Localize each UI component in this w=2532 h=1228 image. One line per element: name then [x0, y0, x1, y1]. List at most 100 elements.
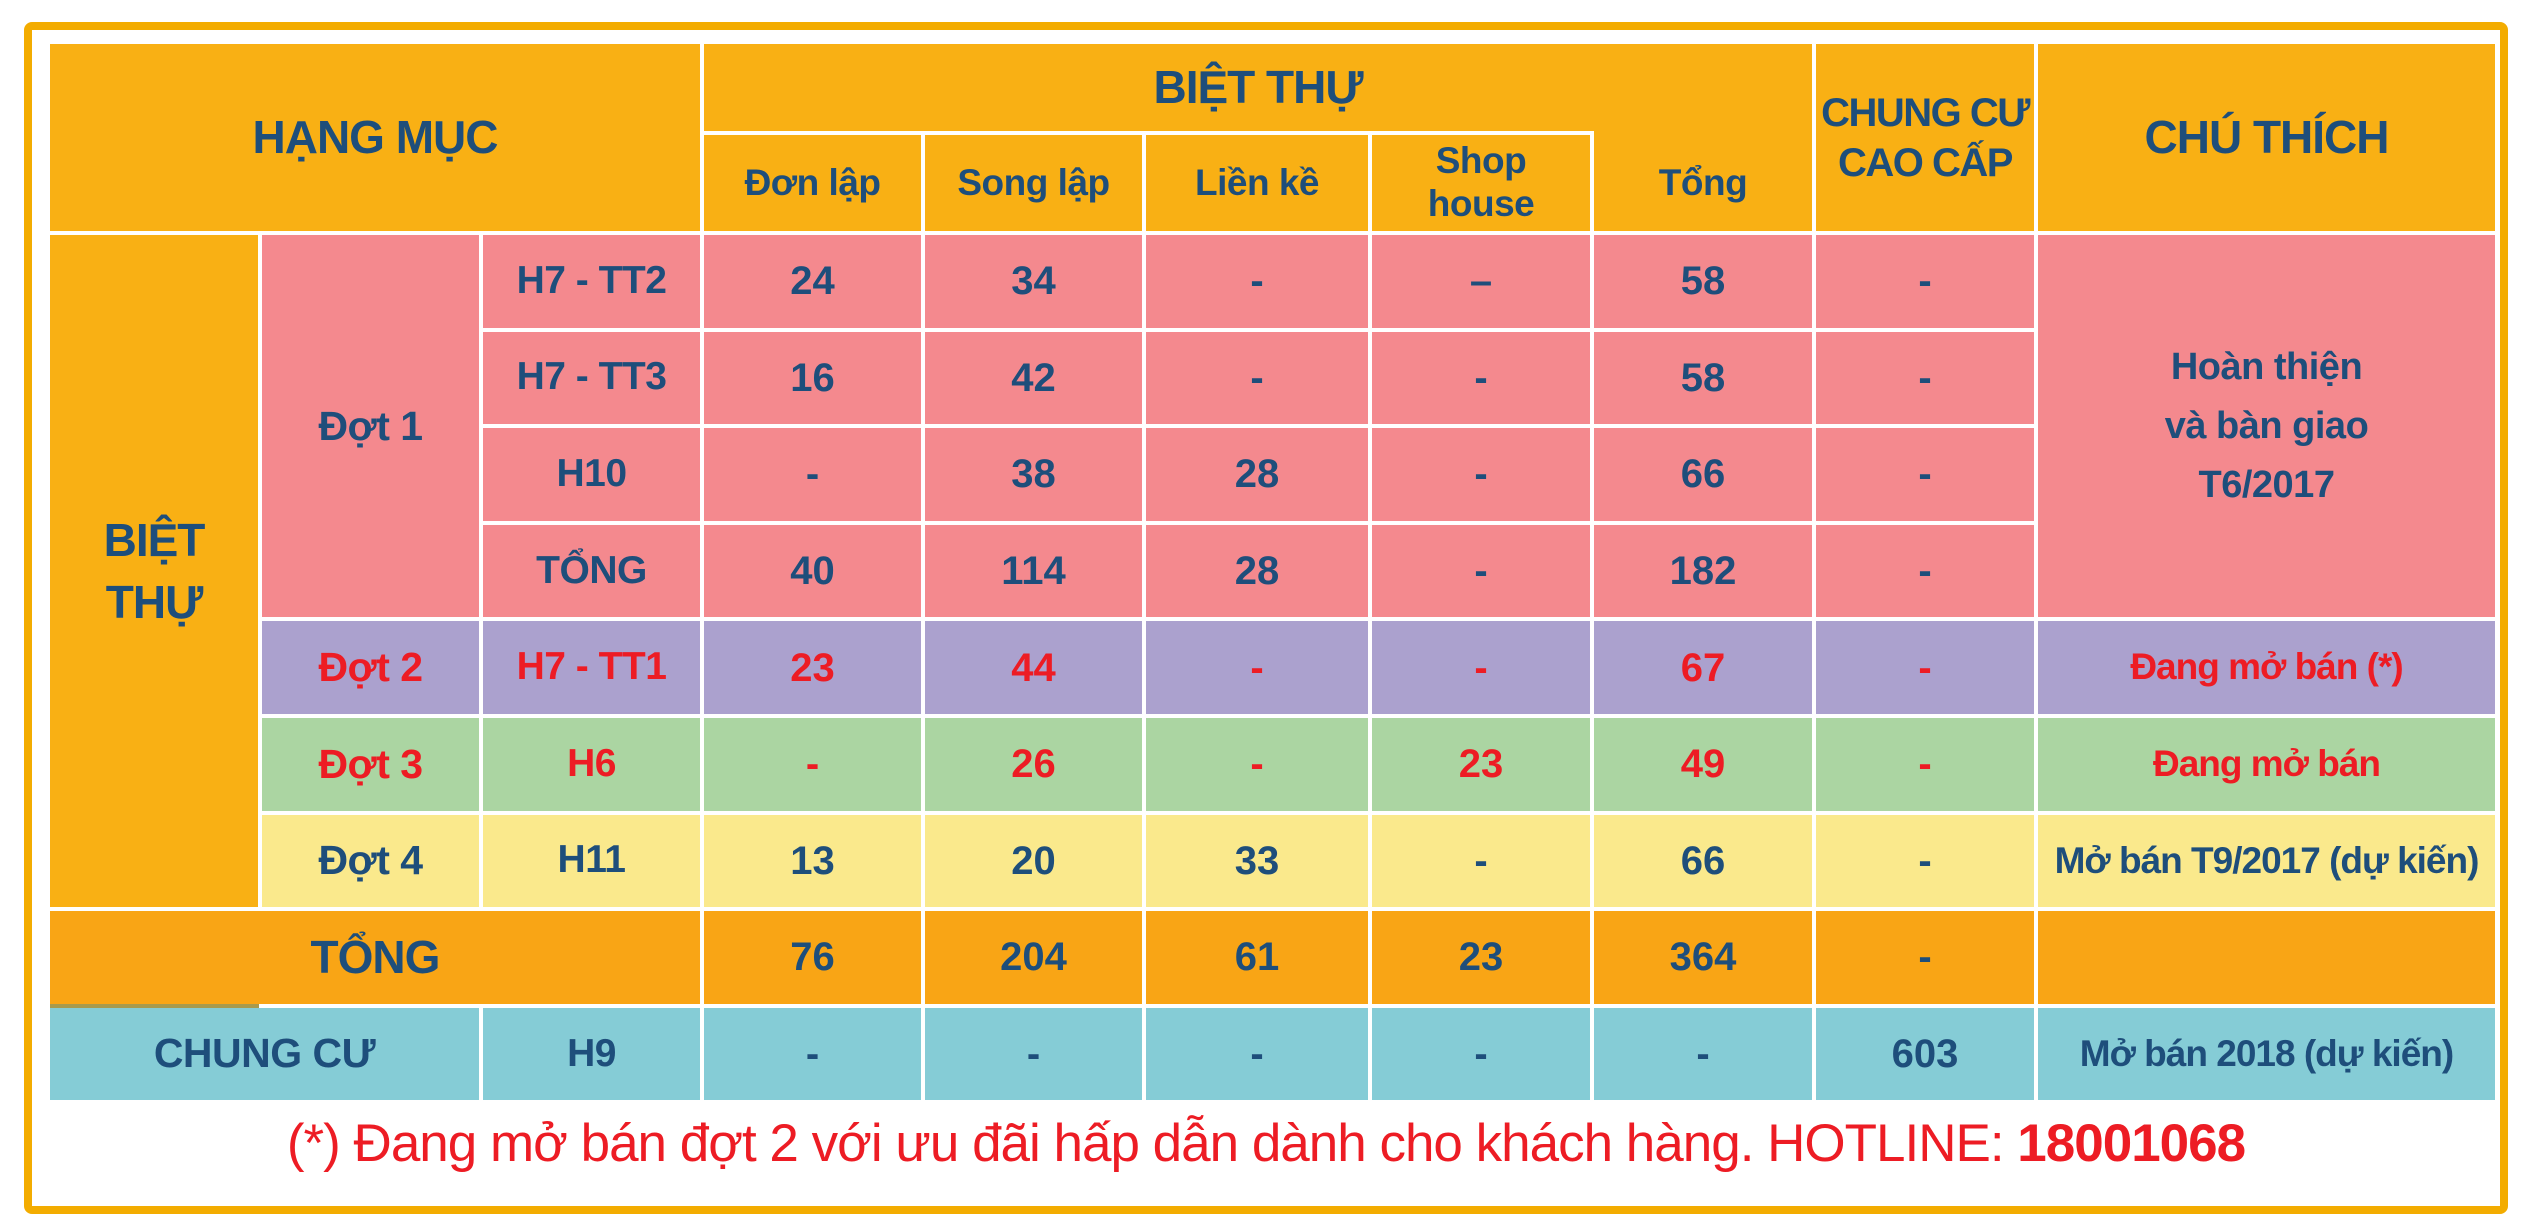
- cell-grand-lien-ke: 61: [1146, 911, 1368, 1004]
- footnote: (*) Đang mở bán đợt 2 với ưu đãi hấp dẫn…: [0, 1113, 2532, 1174]
- cell-dot3-song-lap: 26: [925, 717, 1142, 811]
- availability-table: HẠNG MỤC BIỆT THỰ CHUNG CƯ CAO CẤP CHÚ T…: [50, 44, 2495, 1101]
- cell-chung-cu-tong: -: [1594, 1007, 1812, 1101]
- footnote-hotline-number: 18001068: [2017, 1114, 2246, 1173]
- cell-dot3-don-lap: -: [704, 717, 921, 811]
- cell-h7tt2-shop-house: –: [1372, 235, 1590, 328]
- header-chung-cu-line2: CAO CẤP: [1838, 140, 2013, 185]
- note-dot1-line1: Hoàn thiện: [2170, 345, 2363, 388]
- cell-dot4-song-lap: 20: [925, 814, 1142, 908]
- cell-h10-chung-cu: -: [1816, 428, 2034, 521]
- header-hang-muc: HẠNG MỤC: [50, 44, 700, 231]
- cell-h7tt2-item: H7 - TT2: [483, 235, 700, 328]
- cell-grand-chung-cu: -: [1816, 911, 2034, 1004]
- cell-chung-cu-lien-ke: -: [1146, 1007, 1368, 1101]
- cell-grand-don-lap: 76: [704, 911, 921, 1004]
- cell-h7tt3-shop-house: -: [1372, 331, 1590, 425]
- cell-dot3-item: H6: [483, 717, 700, 811]
- cell-h7tt3-tong: 58: [1594, 331, 1812, 425]
- cell-dot2-item: H7 - TT1: [483, 621, 700, 714]
- cell-h7tt3-chung-cu: -: [1816, 331, 2034, 425]
- dot2-label: Đợt 2: [262, 621, 479, 714]
- cell-dot4-chung-cu: -: [1816, 814, 2034, 908]
- note-dot1-line2: và bàn giao: [2164, 404, 2369, 447]
- cell-h10-shop-house: -: [1372, 428, 1590, 521]
- note-grand-tong-empty: [2038, 911, 2495, 1004]
- dot3-label: Đợt 3: [262, 717, 479, 811]
- note-chung-cu: Mở bán 2018 (dự kiến): [2038, 1007, 2495, 1101]
- note-dot2: Đang mở bán (*): [2038, 621, 2495, 714]
- cell-chung-cu-chung-cu: 603: [1816, 1007, 2034, 1101]
- header-biet-thu: BIỆT THỰ: [704, 44, 1812, 131]
- cell-dot1-tong-don-lap: 40: [704, 524, 921, 618]
- cell-dot1-tong-song-lap: 114: [925, 524, 1142, 618]
- cell-dot2-song-lap: 44: [925, 621, 1142, 714]
- cell-dot2-lien-ke: -: [1146, 621, 1368, 714]
- cell-dot1-tong-item: TỔNG: [483, 524, 700, 618]
- cell-dot3-tong: 49: [1594, 717, 1812, 811]
- cell-grand-song-lap: 204: [925, 911, 1142, 1004]
- grand-tong-label: TỔNG: [50, 911, 700, 1004]
- cell-dot1-tong-lien-ke: 28: [1146, 524, 1368, 618]
- biet-thu-line2: THỰ: [105, 576, 203, 629]
- cell-h7tt2-lien-ke: -: [1146, 235, 1368, 328]
- cell-h10-item: H10: [483, 428, 700, 521]
- cell-h10-lien-ke: 28: [1146, 428, 1368, 521]
- cell-chung-cu-song-lap: -: [925, 1007, 1142, 1101]
- cell-dot1-tong-chung-cu: -: [1816, 524, 2034, 618]
- cell-dot4-shop-house: -: [1372, 814, 1590, 908]
- note-dot1: Hoàn thiện và bàn giao T6/2017: [2038, 235, 2495, 618]
- cell-dot3-shop-house: 23: [1372, 717, 1590, 811]
- cell-grand-shop-house: 23: [1372, 911, 1590, 1004]
- cell-dot3-lien-ke: -: [1146, 717, 1368, 811]
- cell-dot1-tong-shop-house: -: [1372, 524, 1590, 618]
- header-chu-thich: CHÚ THÍCH: [2038, 44, 2495, 231]
- header-chung-cu-cao-cap: CHUNG CƯ CAO CẤP: [1816, 44, 2034, 231]
- note-dot3: Đang mở bán: [2038, 717, 2495, 811]
- shop-house-line1: Shop: [1435, 140, 1527, 182]
- cell-h7tt3-song-lap: 42: [925, 331, 1142, 425]
- tong-header-merge-patch: [1594, 131, 1812, 135]
- cell-h10-don-lap: -: [704, 428, 921, 521]
- cell-h10-tong: 66: [1594, 428, 1812, 521]
- cell-h7tt3-don-lap: 16: [704, 331, 921, 425]
- chung-cu-label: CHUNG CƯ: [50, 1007, 479, 1101]
- cell-dot4-tong: 66: [1594, 814, 1812, 908]
- cell-dot3-chung-cu: -: [1816, 717, 2034, 811]
- cell-grand-tong: 364: [1594, 911, 1812, 1004]
- cell-dot1-tong-tong: 182: [1594, 524, 1812, 618]
- cell-dot2-chung-cu: -: [1816, 621, 2034, 714]
- cell-h7tt2-song-lap: 34: [925, 235, 1142, 328]
- cell-h7tt2-chung-cu: -: [1816, 235, 2034, 328]
- cell-chung-cu-item: H9: [483, 1007, 700, 1101]
- cell-h7tt2-don-lap: 24: [704, 235, 921, 328]
- decorative-frame-border: [24, 22, 2508, 1214]
- olive-shadow-line: [50, 1003, 259, 1008]
- cell-dot4-lien-ke: 33: [1146, 814, 1368, 908]
- cell-h7tt3-item: H7 - TT3: [483, 331, 700, 425]
- note-dot4: Mở bán T9/2017 (dự kiến): [2038, 814, 2495, 908]
- dot1-label: Đợt 1: [262, 235, 479, 618]
- group-label-biet-thu: BIỆT THỰ: [50, 235, 258, 908]
- cell-dot2-don-lap: 23: [704, 621, 921, 714]
- col-header-song-lap: Song lập: [925, 135, 1142, 231]
- biet-thu-line1: BIỆT: [103, 513, 206, 566]
- cell-chung-cu-don-lap: -: [704, 1007, 921, 1101]
- col-header-don-lap: Đơn lập: [704, 135, 921, 231]
- cell-dot2-shop-house: -: [1372, 621, 1590, 714]
- cell-dot4-don-lap: 13: [704, 814, 921, 908]
- footnote-text: (*) Đang mở bán đợt 2 với ưu đãi hấp dẫn…: [286, 1114, 2018, 1173]
- shop-house-line2: house: [1427, 183, 1535, 224]
- cell-h10-song-lap: 38: [925, 428, 1142, 521]
- cell-chung-cu-shop-house: -: [1372, 1007, 1590, 1101]
- cell-h7tt2-tong: 58: [1594, 235, 1812, 328]
- dot4-label: Đợt 4: [262, 814, 479, 908]
- cell-dot2-tong: 67: [1594, 621, 1812, 714]
- col-header-shop-house: Shop house: [1372, 135, 1590, 231]
- header-chung-cu-line1: CHUNG CƯ: [1821, 90, 2030, 135]
- cell-dot4-item: H11: [483, 814, 700, 908]
- col-header-lien-ke: Liền kề: [1146, 135, 1368, 231]
- note-dot1-line3: T6/2017: [2198, 463, 2335, 506]
- col-header-tong: Tổng: [1594, 135, 1812, 231]
